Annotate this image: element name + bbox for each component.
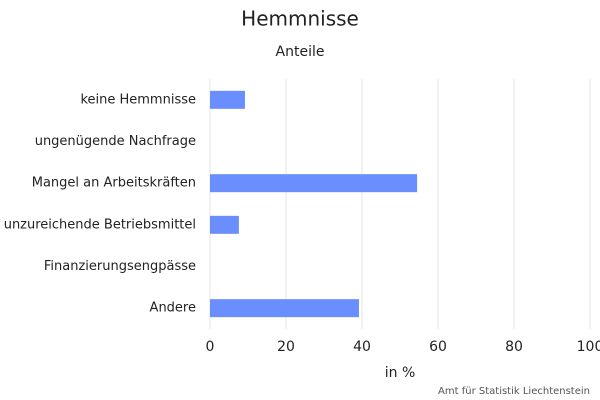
x-tick-label: 100: [577, 339, 600, 355]
bar: [210, 174, 418, 193]
x-tick-label: 20: [277, 339, 295, 355]
y-tick-label: ungenügende Nachfrage: [35, 134, 196, 149]
x-tick-label: 60: [429, 339, 447, 355]
bar: [210, 90, 245, 109]
bar: [210, 299, 359, 318]
y-tick-label: Finanzierungsengpässe: [44, 259, 196, 274]
x-axis-label: in %: [385, 365, 416, 381]
x-tick-label: 40: [353, 339, 371, 355]
y-tick-label: unzureichende Betriebsmittel: [4, 217, 196, 232]
x-tick-label: 80: [505, 339, 523, 355]
credits: Amt für Statistik Liechtenstein: [438, 386, 590, 397]
y-tick-label: Mangel an Arbeitskräften: [32, 176, 196, 191]
x-tick-label: 0: [206, 339, 215, 355]
bar: [210, 215, 239, 234]
chart-title: Hemmnisse: [241, 7, 359, 31]
chart-subtitle: Anteile: [276, 44, 325, 60]
y-tick-label: keine Hemmnisse: [80, 92, 196, 107]
y-tick-label: Andere: [150, 301, 196, 316]
